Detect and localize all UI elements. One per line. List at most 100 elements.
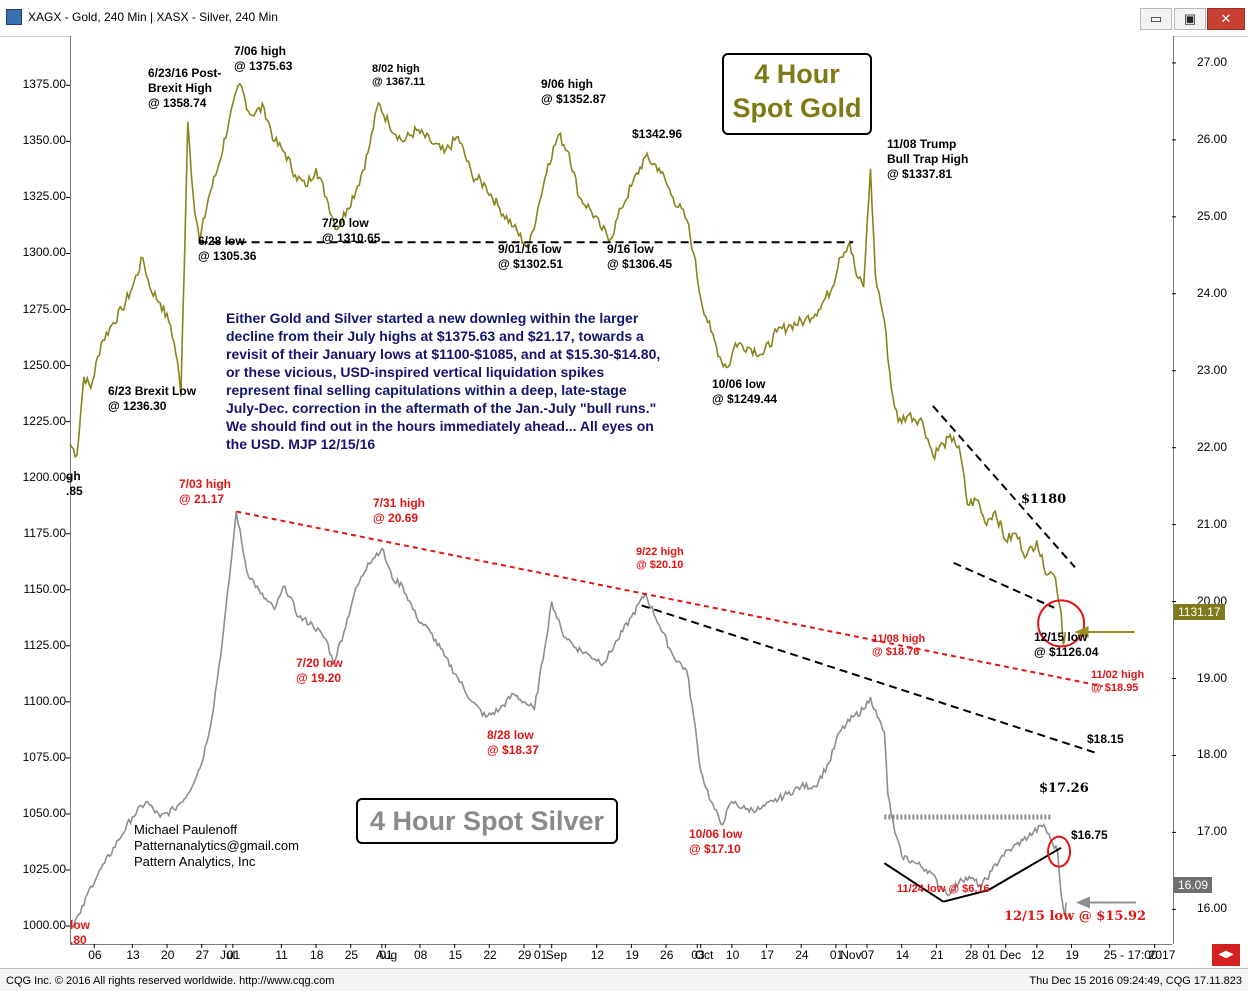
time-axis-tick-label: 01 [379,948,393,962]
trendline [943,889,989,903]
gold-axis-tick-label: 1100.00 [23,693,67,708]
time-axis-tick-label: 10 [725,948,740,962]
gold-last-price-tag: 1131.17 [1174,604,1225,620]
time-axis-tick-label: 25 - 17:00 [1103,948,1158,962]
time-axis-tick-label: 11 [275,948,288,962]
trendline [883,862,944,903]
gold-annotation: 10/06 low @ $1249.44 [712,377,778,406]
time-axis-tick-label: Jul [219,948,236,962]
gold-axis-tick-label: 1325.00 [22,189,66,204]
silver-axis-tick-label: 18.00 [1197,747,1228,762]
silver-annotation: 10/06 low @ $17.10 [689,827,743,856]
silver-axis-tick-label: 21.00 [1197,516,1228,531]
minimize-button[interactable]: ▭ [1140,8,1172,30]
gold-annotation: 8/02 high @ 1367.11 [372,63,425,88]
support-resistance-line [953,561,1055,609]
time-axis-tick-label: 22 [483,948,497,962]
time-axis-tick-label: 19 [625,948,639,962]
support-resistance-line [932,405,1076,569]
chart-plot-area[interactable] [70,36,1174,944]
maximize-button[interactable]: ▣ [1174,8,1206,30]
commentary-text: Either Gold and Silver started a new dow… [226,310,661,452]
copyright-text: CQG Inc. © 2016 All rights reserved worl… [6,975,335,987]
gold-axis-tick-label: 1225.00 [22,413,66,428]
gold-spike-highlight-circle [1037,599,1086,648]
silver-chart-title: 4 Hour Spot Silver [369,806,605,836]
time-axis-tick-label: Nov [840,948,862,962]
silver-annotation: 7/31 high @ 20.69 [373,496,426,525]
time-axis-tick-label: 01 [533,948,548,962]
gold-annotation: 6/23/16 Post- Brexit High @ 1358.74 [148,66,222,110]
scroll-arrow-icon[interactable]: ◀▶ [1212,944,1240,966]
silver-annotation: 7/20 low @ 19.20 [296,656,343,685]
gold-axis-tick-label: 1025.00 [22,862,66,876]
silver-last-price-tag: 16.09 [1174,877,1213,893]
gold-annotation: 12/15 low @ $1126.04 [1034,630,1099,659]
close-button[interactable]: ✕ [1207,8,1245,30]
time-axis-tick-label: 21 [930,948,944,962]
time-axis-tick-label: Dec [999,948,1021,962]
gold-annotation: 7/20 low @ 1310.65 [322,216,381,245]
silver-annotation: 11/24 low @ $6.16 [897,883,990,895]
time-axis-tick-label: 15 [448,948,463,962]
gold-axis-tick-label: 1075.00 [22,749,66,764]
silver-annotation: 9/22 high @ $20.10 [636,546,684,571]
silver-axis-tick-label: 26.00 [1197,131,1228,146]
silver-spike-highlight-circle [1047,835,1072,868]
gold-annotation: gh .85 [66,469,83,498]
gold-axis-tick-label: 1175.00 [23,525,67,540]
black_right-annotation: $17.26 [1039,781,1089,796]
window-title: XAGX - Gold, 240 Min | XASX - Silver, 24… [28,10,278,24]
silver-annotation: low .80 [70,918,90,947]
black_right-annotation: $18.15 [1087,732,1124,746]
gold-axis-tick-label: 1250.00 [22,357,66,372]
time-axis-tick-label: 03 [691,948,705,962]
gold-annotation: 6/28 low @ 1305.36 [198,234,257,263]
time-axis-tick-label: 01 [226,948,241,962]
silver-annotation: 7/03 high @ 21.17 [179,477,232,506]
time-axis-tick-label: 12 [1030,948,1045,962]
gold-annotation: 9/16 low @ $1306.45 [607,242,673,271]
gold-price-axis: 1375.00 1350.00 1325.00 1300.00 1275.00 1250.… [0,36,70,944]
silver-axis-tick-label: 27.00 [1197,54,1228,69]
silver-axis-tick-label: 17.00 [1197,824,1228,839]
time-axis-tick-label: 26 [660,948,674,962]
gold-axis-tick-label: 1200.00 [22,469,66,484]
silver-axis-tick-label: 19.00 [1197,670,1228,685]
time-axis-tick-label: Oct [694,948,714,962]
time-axis-tick-label: 28 [965,948,979,962]
time-axis-tick-label: 07 [861,948,875,962]
gold-annotation: $1180 [1021,492,1067,507]
silver-arrow-icon-head [1075,896,1090,909]
time-axis-tick-label: Aug [375,948,398,962]
time-axis-tick-label: 25 [344,948,359,962]
time-axis: 06 13 20 27 Jul 01 11 18 25 Aug 01 08 15 22 29 Sep 01 12 1… [70,944,1175,965]
gold-annotation: $1342.96 [632,127,683,141]
silver-axis-tick-label: 22.00 [1197,439,1228,454]
gold-axis-tick-label: 1275.00 [22,301,66,316]
gold-annotation: 9/01/16 low @ $1302.51 [498,242,564,271]
gold-annotation: 11/08 Trump Bull Trap High @ $1337.81 [887,137,969,181]
time-axis-tick-label: 19 [1065,948,1079,962]
status-footer: CQG Inc. © 2016 All rights reserved worl… [0,968,1248,991]
silver-axis-tick-label: 16.00 [1197,901,1228,916]
time-axis-tick-label: 27 [195,948,210,962]
silver-axis-tick-label: 23.00 [1197,362,1228,377]
gold-chart-title-box: 4 Hour Spot Gold [722,53,872,135]
gold-axis-tick-label: 1300.00 [22,245,66,260]
time-axis-tick-label: Sep [545,948,568,962]
gold-axis-tick-label: 1375.00 [22,77,66,92]
silver-annotation: 11/02 high @ $18.95 [1091,669,1145,694]
support-resistance-line [641,604,1100,755]
author-credit: Michael Paulenoff Patternanalytics@gmail… [134,822,299,869]
time-axis-tick-label: 08 [414,948,428,962]
time-axis-tick-label: 14 [895,948,910,962]
silver-price-series-line [69,511,1067,930]
gold-annotation: 9/06 high @ $1352.87 [541,77,607,106]
timestamp-text: Thu Dec 15 2016 09:24:49, CQG 17.11.823 [1029,975,1242,987]
silver-annotation: 12/15 low @ $15.92 [1004,909,1147,924]
silver-chart-title-box: 4 Hour Spot Silver [356,798,618,844]
time-axis-tick-label: 01 [829,948,844,962]
time-axis-tick-label: 20 [161,948,175,962]
